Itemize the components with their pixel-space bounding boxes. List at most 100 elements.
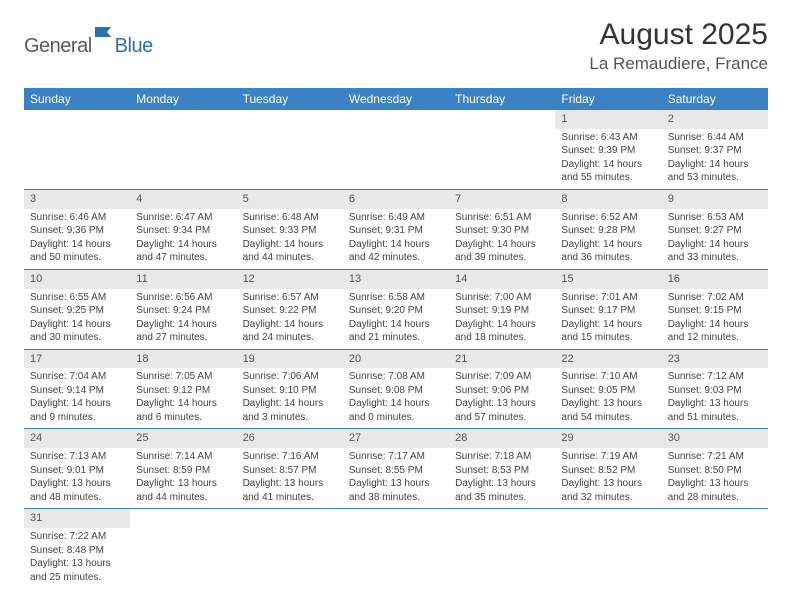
day-body: Sunrise: 7:02 AMSunset: 9:15 PMDaylight:…	[662, 289, 768, 349]
empty-day-cell	[662, 509, 768, 588]
weekday-header-row: Sunday Monday Tuesday Wednesday Thursday…	[24, 88, 768, 110]
day-body: Sunrise: 6:53 AMSunset: 9:27 PMDaylight:…	[662, 209, 768, 269]
week-row: 10Sunrise: 6:55 AMSunset: 9:25 PMDayligh…	[24, 270, 768, 350]
day-body: Sunrise: 6:51 AMSunset: 9:30 PMDaylight:…	[449, 209, 555, 269]
weekday-header: Wednesday	[343, 88, 449, 110]
day-body: Sunrise: 7:08 AMSunset: 9:08 PMDaylight:…	[343, 368, 449, 428]
day-info-line: Sunset: 9:37 PM	[668, 144, 762, 158]
day-number: 8	[555, 190, 661, 209]
day-cell: 4Sunrise: 6:47 AMSunset: 9:34 PMDaylight…	[130, 190, 236, 269]
day-info-line: Daylight: 14 hours	[136, 318, 230, 332]
day-info-line: Sunset: 8:48 PM	[30, 544, 124, 558]
day-body: Sunrise: 7:05 AMSunset: 9:12 PMDaylight:…	[130, 368, 236, 428]
day-info-line: Daylight: 13 hours	[455, 397, 549, 411]
week-row: 17Sunrise: 7:04 AMSunset: 9:14 PMDayligh…	[24, 350, 768, 430]
day-info-line: Sunrise: 7:13 AM	[30, 450, 124, 464]
day-info-line: and 6 minutes.	[136, 411, 230, 425]
day-number: 27	[343, 429, 449, 448]
day-info-line: Sunrise: 7:18 AM	[455, 450, 549, 464]
empty-day-cell	[24, 110, 130, 189]
day-info-line: Sunset: 9:14 PM	[30, 384, 124, 398]
day-number: 15	[555, 270, 661, 289]
day-number: 13	[343, 270, 449, 289]
day-body: Sunrise: 6:55 AMSunset: 9:25 PMDaylight:…	[24, 289, 130, 349]
day-info-line: and 36 minutes.	[561, 251, 655, 265]
day-body: Sunrise: 7:14 AMSunset: 8:59 PMDaylight:…	[130, 448, 236, 508]
day-number: 23	[662, 350, 768, 369]
weekday-header: Monday	[130, 88, 236, 110]
day-info-line: Daylight: 14 hours	[455, 318, 549, 332]
day-body: Sunrise: 7:04 AMSunset: 9:14 PMDaylight:…	[24, 368, 130, 428]
day-info-line: Sunrise: 6:53 AM	[668, 211, 762, 225]
day-info-line: and 44 minutes.	[136, 491, 230, 505]
day-info-line: Sunrise: 7:12 AM	[668, 370, 762, 384]
day-info-line: and 39 minutes.	[455, 251, 549, 265]
day-info-line: Sunrise: 7:06 AM	[243, 370, 337, 384]
day-info-line: Sunset: 8:50 PM	[668, 464, 762, 478]
day-info-line: Sunrise: 7:10 AM	[561, 370, 655, 384]
day-number: 11	[130, 270, 236, 289]
day-cell: 7Sunrise: 6:51 AMSunset: 9:30 PMDaylight…	[449, 190, 555, 269]
day-number: 14	[449, 270, 555, 289]
day-body: Sunrise: 6:57 AMSunset: 9:22 PMDaylight:…	[237, 289, 343, 349]
day-info-line: Sunset: 9:24 PM	[136, 304, 230, 318]
day-info-line: Sunset: 9:12 PM	[136, 384, 230, 398]
week-row: 1Sunrise: 6:43 AMSunset: 9:39 PMDaylight…	[24, 110, 768, 190]
day-cell: 24Sunrise: 7:13 AMSunset: 9:01 PMDayligh…	[24, 429, 130, 508]
day-info-line: Sunrise: 7:21 AM	[668, 450, 762, 464]
day-body: Sunrise: 6:47 AMSunset: 9:34 PMDaylight:…	[130, 209, 236, 269]
day-info-line: and 38 minutes.	[349, 491, 443, 505]
day-number: 29	[555, 429, 661, 448]
day-cell: 26Sunrise: 7:16 AMSunset: 8:57 PMDayligh…	[237, 429, 343, 508]
day-info-line: and 54 minutes.	[561, 411, 655, 425]
day-number: 24	[24, 429, 130, 448]
day-number: 3	[24, 190, 130, 209]
day-info-line: Sunrise: 7:14 AM	[136, 450, 230, 464]
day-cell: 3Sunrise: 6:46 AMSunset: 9:36 PMDaylight…	[24, 190, 130, 269]
day-cell: 14Sunrise: 7:00 AMSunset: 9:19 PMDayligh…	[449, 270, 555, 349]
day-info-line: and 57 minutes.	[455, 411, 549, 425]
day-cell: 15Sunrise: 7:01 AMSunset: 9:17 PMDayligh…	[555, 270, 661, 349]
day-body: Sunrise: 7:12 AMSunset: 9:03 PMDaylight:…	[662, 368, 768, 428]
day-info-line: Sunset: 9:15 PM	[668, 304, 762, 318]
day-info-line: and 55 minutes.	[561, 171, 655, 185]
day-body: Sunrise: 7:01 AMSunset: 9:17 PMDaylight:…	[555, 289, 661, 349]
weeks-container: 1Sunrise: 6:43 AMSunset: 9:39 PMDaylight…	[24, 110, 768, 588]
day-info-line: Sunset: 8:53 PM	[455, 464, 549, 478]
week-row: 3Sunrise: 6:46 AMSunset: 9:36 PMDaylight…	[24, 190, 768, 270]
day-info-line: Sunset: 8:59 PM	[136, 464, 230, 478]
day-info-line: Daylight: 13 hours	[455, 477, 549, 491]
day-info-line: Sunset: 9:34 PM	[136, 224, 230, 238]
day-number: 31	[24, 509, 130, 528]
day-info-line: Sunrise: 6:57 AM	[243, 291, 337, 305]
day-number: 28	[449, 429, 555, 448]
day-info-line: Daylight: 14 hours	[30, 397, 124, 411]
day-number: 22	[555, 350, 661, 369]
day-number: 19	[237, 350, 343, 369]
day-info-line: Sunset: 9:28 PM	[561, 224, 655, 238]
day-body: Sunrise: 7:16 AMSunset: 8:57 PMDaylight:…	[237, 448, 343, 508]
day-info-line: Daylight: 14 hours	[243, 238, 337, 252]
day-cell: 11Sunrise: 6:56 AMSunset: 9:24 PMDayligh…	[130, 270, 236, 349]
day-info-line: Daylight: 13 hours	[30, 477, 124, 491]
day-info-line: Daylight: 13 hours	[668, 397, 762, 411]
day-info-line: Daylight: 14 hours	[349, 397, 443, 411]
day-info-line: Sunset: 8:55 PM	[349, 464, 443, 478]
day-info-line: and 35 minutes.	[455, 491, 549, 505]
day-info-line: and 47 minutes.	[136, 251, 230, 265]
day-cell: 9Sunrise: 6:53 AMSunset: 9:27 PMDaylight…	[662, 190, 768, 269]
day-cell: 20Sunrise: 7:08 AMSunset: 9:08 PMDayligh…	[343, 350, 449, 429]
day-body: Sunrise: 6:49 AMSunset: 9:31 PMDaylight:…	[343, 209, 449, 269]
day-info-line: Sunset: 9:06 PM	[455, 384, 549, 398]
day-info-line: Daylight: 14 hours	[30, 238, 124, 252]
day-body: Sunrise: 7:18 AMSunset: 8:53 PMDaylight:…	[449, 448, 555, 508]
day-info-line: and 24 minutes.	[243, 331, 337, 345]
weekday-header: Thursday	[449, 88, 555, 110]
weekday-header: Friday	[555, 88, 661, 110]
day-info-line: Daylight: 14 hours	[243, 397, 337, 411]
day-cell: 18Sunrise: 7:05 AMSunset: 9:12 PMDayligh…	[130, 350, 236, 429]
day-info-line: and 28 minutes.	[668, 491, 762, 505]
day-number: 9	[662, 190, 768, 209]
day-cell: 17Sunrise: 7:04 AMSunset: 9:14 PMDayligh…	[24, 350, 130, 429]
day-info-line: Sunset: 8:57 PM	[243, 464, 337, 478]
